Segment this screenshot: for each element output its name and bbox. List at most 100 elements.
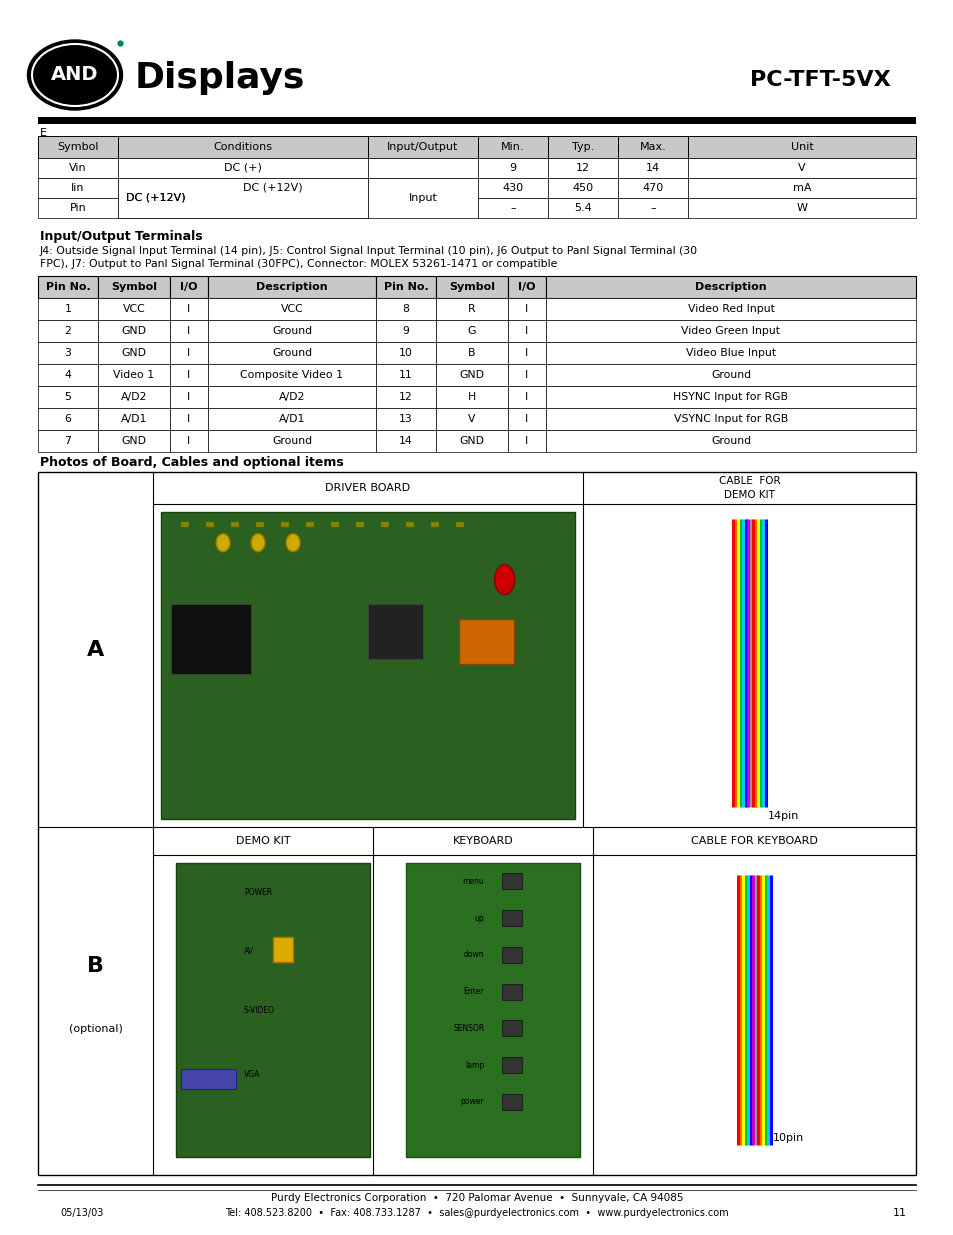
Bar [375, 298, 436, 320]
Bar [547, 158, 618, 178]
Text: 10: 10 [398, 348, 413, 358]
Bar [306, 522, 314, 527]
Text: Video Green Input: Video Green Input [680, 326, 780, 336]
Text: Iin: Iin [71, 183, 85, 193]
Bar [618, 158, 687, 178]
Bar [38, 158, 118, 178]
Bar [368, 158, 477, 178]
Text: 8: 8 [402, 304, 409, 314]
Text: VCC: VCC [280, 304, 303, 314]
Bar [170, 408, 208, 430]
Text: CABLE FOR KEYBOARD: CABLE FOR KEYBOARD [690, 836, 817, 846]
Bar [375, 408, 436, 430]
Ellipse shape [251, 534, 265, 552]
Bar [375, 387, 436, 408]
Bar [547, 198, 618, 219]
Text: power: power [460, 1098, 484, 1107]
Ellipse shape [28, 40, 122, 110]
Text: I: I [525, 348, 528, 358]
Text: I: I [525, 436, 528, 446]
Text: CABLE  FOR: CABLE FOR [718, 475, 780, 487]
Bar [501, 1094, 521, 1110]
Text: Photos of Board, Cables and optional items: Photos of Board, Cables and optional ite… [40, 456, 343, 469]
Text: I: I [525, 391, 528, 403]
Bar [458, 620, 514, 664]
Text: Vin: Vin [70, 163, 87, 173]
Bar [208, 298, 375, 320]
Bar [171, 604, 251, 674]
Text: 14pin: 14pin [767, 811, 798, 821]
Text: VSYNC Input for RGB: VSYNC Input for RGB [673, 414, 787, 424]
Text: –: – [650, 203, 655, 212]
Text: DC (+): DC (+) [224, 163, 262, 173]
Bar [38, 472, 915, 1174]
Text: menu: menu [462, 877, 484, 885]
Bar [436, 275, 507, 298]
Bar [507, 275, 545, 298]
Text: 470: 470 [641, 183, 663, 193]
Text: J4: Outside Signal Input Terminal (14 pin), J5: Control Signal Input Terminal (1: J4: Outside Signal Input Terminal (14 pi… [40, 246, 698, 256]
Bar [501, 947, 521, 963]
Bar [38, 408, 98, 430]
Bar [406, 522, 414, 527]
Text: DEMO KIT: DEMO KIT [235, 836, 290, 846]
Text: 9: 9 [402, 326, 409, 336]
Bar [618, 136, 687, 158]
Bar [208, 320, 375, 342]
Bar [501, 873, 521, 889]
Bar [273, 936, 293, 962]
Text: 11: 11 [398, 370, 413, 380]
Text: GND: GND [121, 326, 147, 336]
Bar [38, 136, 118, 158]
Bar [170, 387, 208, 408]
Bar [181, 522, 189, 527]
Text: S-VIDEO: S-VIDEO [244, 1005, 274, 1014]
Text: I: I [187, 348, 191, 358]
Text: DEMO KIT: DEMO KIT [723, 490, 774, 500]
Bar [355, 522, 364, 527]
Bar [436, 342, 507, 364]
Bar [507, 408, 545, 430]
Text: I: I [525, 304, 528, 314]
Text: Tel: 408.523.8200  •  Fax: 408.733.1287  •  sales@purdyelectronics.com  •  www.p: Tel: 408.523.8200 • Fax: 408.733.1287 • … [225, 1208, 728, 1218]
Text: Displays: Displays [135, 61, 305, 95]
Text: Typ.: Typ. [571, 142, 594, 152]
Bar [406, 863, 579, 1157]
Text: Pin: Pin [70, 203, 87, 212]
Text: SENSOR: SENSOR [453, 1024, 484, 1032]
Text: 5: 5 [65, 391, 71, 403]
Bar [38, 275, 98, 298]
Ellipse shape [286, 534, 300, 552]
Text: DRIVER BOARD: DRIVER BOARD [325, 483, 410, 493]
Text: 450: 450 [572, 183, 593, 193]
Text: Ground: Ground [272, 436, 312, 446]
Bar [118, 136, 368, 158]
Text: GND: GND [459, 436, 484, 446]
Text: 9: 9 [509, 163, 516, 173]
Bar [206, 522, 213, 527]
Text: Symbol: Symbol [57, 142, 99, 152]
Text: VGA: VGA [244, 1071, 260, 1079]
Text: Description: Description [695, 282, 766, 291]
Text: Ground: Ground [272, 348, 312, 358]
Text: FPC), J7: Output to Panl Signal Terminal (30FPC), Connector: MOLEX 53261-1471 or: FPC), J7: Output to Panl Signal Terminal… [40, 259, 557, 269]
Bar [38, 298, 98, 320]
Text: Pin No.: Pin No. [383, 282, 428, 291]
Bar [545, 275, 915, 298]
Bar [375, 364, 436, 387]
Text: B: B [468, 348, 476, 358]
Bar [436, 298, 507, 320]
Bar [687, 136, 915, 158]
Text: 12: 12 [398, 391, 413, 403]
Text: Description: Description [256, 282, 328, 291]
Bar [545, 364, 915, 387]
Text: I: I [187, 414, 191, 424]
Bar [170, 275, 208, 298]
Bar [98, 298, 170, 320]
Bar [687, 158, 915, 178]
Bar [375, 342, 436, 364]
Text: 13: 13 [398, 414, 413, 424]
Bar [547, 136, 618, 158]
Bar [161, 513, 575, 819]
Text: 2: 2 [65, 326, 71, 336]
